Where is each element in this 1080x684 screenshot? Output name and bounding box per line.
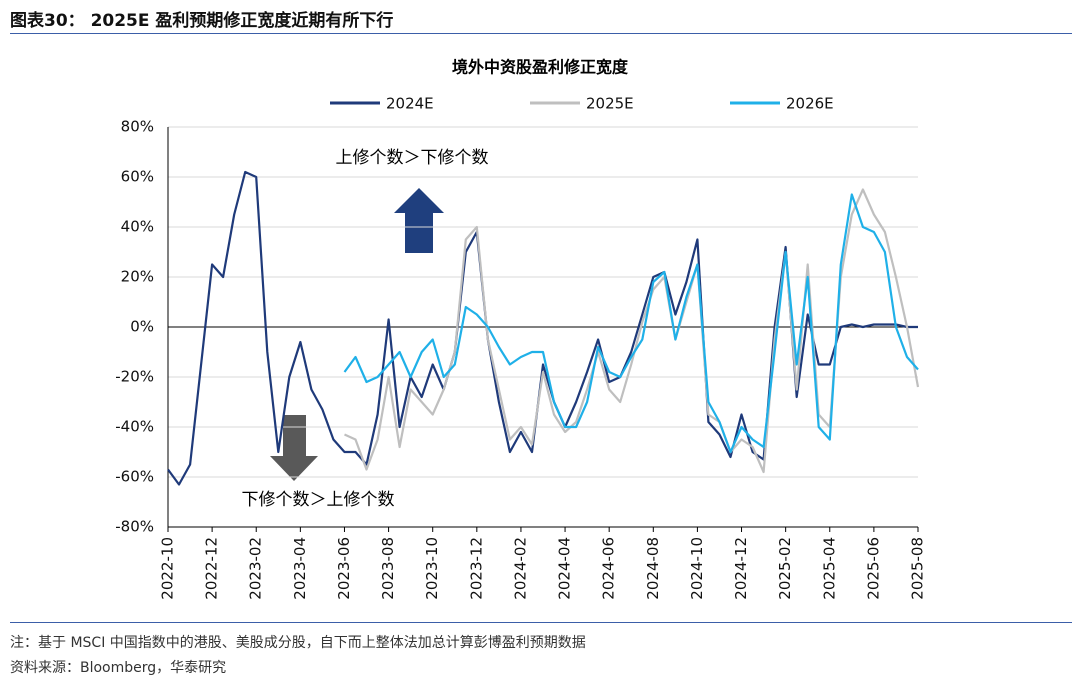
x-tick-label: 2024-02: [511, 537, 529, 600]
x-tick-label: 2024-12: [732, 537, 750, 600]
down-arrow: [270, 415, 318, 481]
note: 注：基于 MSCI 中国指数中的港股、美股成分股，自下而上整体法加总计算彭博盈利…: [10, 635, 586, 651]
series-line: [343, 193, 919, 454]
figure-header: 图表30： 2025E 盈利预期修正宽度近期有所下行: [10, 11, 394, 31]
y-tick-label: -80%: [115, 518, 154, 536]
x-tick-label: 2025-08: [909, 537, 927, 600]
x-tick-label: 2024-10: [688, 537, 706, 600]
x-tick-label: 2023-10: [423, 537, 441, 600]
y-tick-label: 40%: [121, 218, 154, 236]
legend-label: 2024E: [386, 95, 434, 113]
source: 资料来源：Bloomberg，华泰研究: [10, 660, 227, 676]
x-tick-label: 2024-06: [600, 537, 618, 600]
y-tick-label: 20%: [121, 268, 154, 286]
footer-rule: [10, 622, 1072, 623]
x-tick-label: 2023-04: [291, 537, 309, 600]
y-tick-label: 0%: [130, 318, 154, 336]
x-tick-label: 2022-10: [159, 537, 177, 600]
y-tick-label: -40%: [115, 418, 154, 436]
header-rule: [10, 33, 1072, 34]
y-tick-label: 80%: [121, 118, 154, 136]
annotation: 下修个数＞上修个数: [242, 490, 395, 510]
annotation: 上修个数＞下修个数: [336, 148, 489, 168]
x-tick-label: 2025-02: [776, 537, 794, 600]
x-tick-label: 2025-06: [864, 537, 882, 600]
legend-label: 2025E: [586, 95, 634, 113]
y-tick-label: -20%: [115, 368, 154, 386]
x-tick-label: 2022-12: [203, 537, 221, 600]
x-tick-label: 2025-04: [820, 537, 838, 600]
x-tick-label: 2023-08: [379, 537, 397, 600]
chart: 境外中资股盈利修正宽度 -80% -60% -40% -20% 0% 20% 40% 60% 8…: [115, 58, 927, 600]
series-line: [344, 188, 920, 474]
chart-title: 境外中资股盈利修正宽度: [452, 58, 629, 77]
x-tick-label: 2023-06: [335, 537, 353, 600]
series-line: [167, 170, 918, 486]
x-tick-label: 2024-08: [644, 537, 662, 600]
x-tick-label: 2023-02: [247, 537, 265, 600]
y-tick-label: -60%: [115, 468, 154, 486]
x-tick-label: 2024-04: [556, 537, 574, 600]
legend-label: 2026E: [786, 95, 834, 113]
up-arrow: [394, 188, 444, 253]
y-tick-label: 60%: [121, 168, 154, 186]
x-tick-label: 2023-12: [467, 537, 485, 600]
